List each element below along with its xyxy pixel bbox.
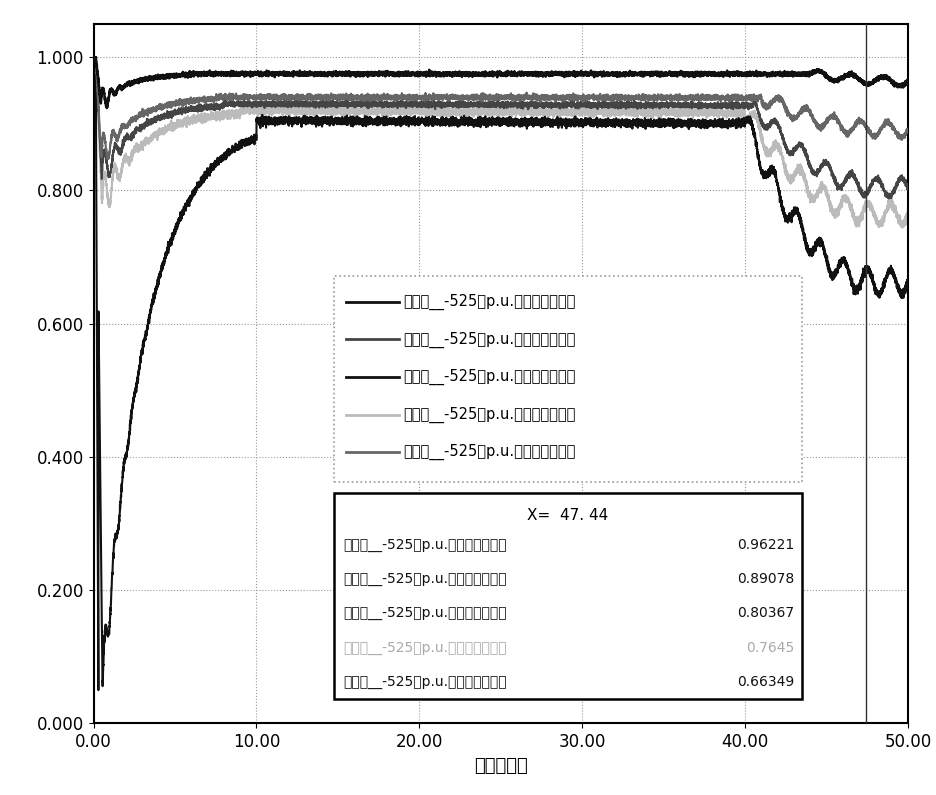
Text: 0.66349: 0.66349 (737, 675, 794, 688)
Text: 浙三门__-525（p.u.）（母线电压）: 浙三门__-525（p.u.）（母线电压） (403, 294, 576, 310)
Bar (334, 493, 802, 699)
Text: 国莲都__-525（p.u.）（母线电压）: 国莲都__-525（p.u.）（母线电压） (403, 369, 576, 385)
Text: 浙三门__-525（p.u.）（母线电压）: 浙三门__-525（p.u.）（母线电压） (344, 675, 507, 688)
X-axis label: 时间（秒）: 时间（秒） (474, 757, 528, 775)
Text: 0.89078: 0.89078 (737, 572, 794, 586)
Text: 0.80367: 0.80367 (737, 607, 794, 620)
Text: 浙瓯海__-525（p.u.）（母线电压）: 浙瓯海__-525（p.u.）（母线电压） (403, 444, 576, 460)
Text: 浙回浦__-525（p.u.）（母线电压）: 浙回浦__-525（p.u.）（母线电压） (344, 641, 507, 654)
Text: 浙回浦__-525（p.u.）（母线电压）: 浙回浦__-525（p.u.）（母线电压） (403, 406, 576, 423)
Text: 浙塔岭__-525（p.u.）（母线电压）: 浙塔岭__-525（p.u.）（母线电压） (344, 607, 507, 620)
Text: 浙塔岭__-525（p.u.）（母线电压）: 浙塔岭__-525（p.u.）（母线电压） (403, 332, 576, 347)
Text: 国莲都__-525（p.u.）（母线电压）: 国莲都__-525（p.u.）（母线电压） (344, 537, 507, 552)
Text: 0.7645: 0.7645 (746, 641, 794, 654)
Text: 0.96221: 0.96221 (737, 537, 794, 552)
Text: X=  47. 44: X= 47. 44 (527, 508, 608, 523)
Bar (334, 276, 802, 482)
Text: 浙瓯海__-525（p.u.）（母线电压）: 浙瓯海__-525（p.u.）（母线电压） (344, 572, 507, 586)
